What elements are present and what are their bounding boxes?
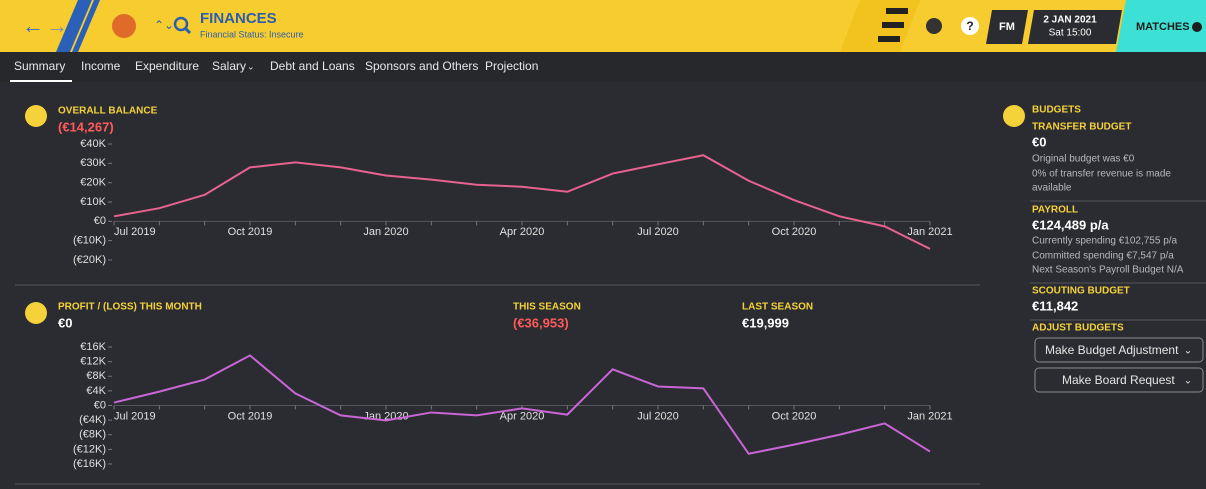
x-tick-label: Jul 2020 <box>637 410 679 422</box>
help-button[interactable] <box>961 17 979 35</box>
stat-value: (€36,953) <box>513 315 569 330</box>
budget-value: €11,842 <box>1032 298 1078 313</box>
tab[interactable]: Expenditure <box>135 59 199 73</box>
budget-value: €124,489 p/a <box>1032 217 1109 232</box>
budget-value: €0 <box>1032 134 1046 149</box>
club-badge[interactable] <box>112 14 136 38</box>
y-tick-label: (€4K) <box>79 414 106 426</box>
budget-note: Next Season's Payroll Budget N/A <box>1032 265 1184 276</box>
budgets-icon <box>1003 105 1025 127</box>
y-tick-label: €8K <box>86 370 106 382</box>
budget-note: available <box>1032 183 1072 194</box>
stat-label: LAST SEASON <box>742 302 813 313</box>
chart-title: OVERALL BALANCE <box>58 106 158 117</box>
y-tick-label: €20K <box>80 177 106 189</box>
budget-label: SCOUTING BUDGET <box>1032 286 1130 297</box>
data-line <box>113 154 931 250</box>
active-tab-indicator <box>10 80 72 82</box>
club-switch[interactable]: ⌃⌄ <box>154 18 174 32</box>
page-subtitle: Financial Status: Insecure <box>200 29 304 39</box>
budget-note: 0% of transfer revenue is made <box>1032 169 1171 180</box>
fm-box[interactable] <box>986 10 1028 44</box>
header-decoration <box>882 22 904 28</box>
x-tick-label: Oct 2020 <box>772 226 817 238</box>
y-tick-label: €10K <box>80 196 106 208</box>
header-stripe <box>56 0 92 52</box>
profit-icon <box>25 302 47 324</box>
x-tick-label: Oct 2020 <box>772 410 817 422</box>
date: 2 JAN 2021 <box>1043 15 1097 26</box>
tab[interactable]: Projection <box>485 59 538 73</box>
tab[interactable]: Debt and Loans <box>270 59 355 73</box>
balance-icon <box>25 105 47 127</box>
search-icon-handle <box>183 26 192 35</box>
header-decoration <box>886 8 908 14</box>
y-tick-label: (€10K) <box>73 235 106 247</box>
chart-title: PROFIT / (LOSS) THIS MONTH <box>58 302 202 313</box>
header-decoration <box>878 36 900 42</box>
budget-label: ADJUST BUDGETS <box>1032 323 1124 334</box>
chart-headline: €0 <box>58 315 72 330</box>
y-tick-label: (€12K) <box>73 443 106 455</box>
search-icon[interactable] <box>173 16 189 32</box>
y-tick-label: (€8K) <box>79 429 106 441</box>
matches-button[interactable] <box>1116 0 1206 52</box>
chart-headline: (€14,267) <box>58 119 114 134</box>
budget-note: Original budget was €0 <box>1032 154 1135 165</box>
budget-label: PAYROLL <box>1032 205 1078 216</box>
matches-label: MATCHES <box>1136 21 1190 33</box>
tab[interactable]: Income <box>81 59 121 73</box>
tab[interactable]: Sponsors and Others <box>365 59 478 73</box>
y-tick-label: €0 <box>94 215 106 227</box>
budget-adjust-button[interactable] <box>1034 337 1204 363</box>
x-tick-label: Jan 2020 <box>363 226 408 238</box>
x-tick-label: Jul 2020 <box>637 226 679 238</box>
page-title: FINANCES <box>200 10 277 27</box>
x-tick-label: Jan 2021 <box>907 410 952 422</box>
y-tick-label: €30K <box>80 157 106 169</box>
button-label: Make Board Request <box>1062 373 1175 387</box>
status-icon[interactable] <box>926 18 942 34</box>
tab[interactable]: Summary <box>14 59 65 73</box>
budget-note: Currently spending €102,755 p/a <box>1032 236 1178 247</box>
stat-value: €19,999 <box>742 315 789 330</box>
board-request-button[interactable] <box>1034 367 1204 393</box>
budgets-title: BUDGETS <box>1032 105 1081 116</box>
x-tick-label: Jan 2021 <box>907 226 952 238</box>
back-button[interactable]: ← <box>22 13 44 38</box>
forward-button[interactable]: → <box>46 13 68 38</box>
matches-arrow <box>1192 22 1202 32</box>
x-tick-label: Jul 2019 <box>114 410 156 422</box>
tab-bar <box>0 52 1206 82</box>
time: Sat 15:00 <box>1049 28 1092 39</box>
y-tick-label: €40K <box>80 138 106 150</box>
x-tick-label: Apr 2020 <box>500 410 545 422</box>
x-tick-label: Oct 2019 <box>228 226 273 238</box>
fm-logo: FM <box>999 21 1015 33</box>
dropdown-arrow: ⌄ <box>1184 346 1192 357</box>
budget-note: Committed spending €7,547 p/a <box>1032 251 1174 262</box>
y-tick-label: (€16K) <box>73 458 106 470</box>
y-tick-label: €4K <box>86 385 106 397</box>
header-stripe <box>72 0 100 52</box>
y-tick-label: €16K <box>80 341 106 353</box>
button-label: Make Budget Adjustment <box>1045 343 1179 357</box>
data-line <box>113 354 931 455</box>
x-tick-label: Apr 2020 <box>500 226 545 238</box>
budget-label: TRANSFER BUDGET <box>1032 122 1131 133</box>
tab-dropdown-arrow: ⌄ <box>247 61 255 71</box>
help-glyph: ? <box>966 19 973 33</box>
dropdown-arrow: ⌄ <box>1184 376 1192 387</box>
y-tick-label: (€20K) <box>73 254 106 266</box>
tab[interactable]: Salary <box>212 59 246 73</box>
x-tick-label: Jul 2019 <box>114 226 156 238</box>
date-box <box>1028 10 1122 44</box>
y-tick-label: €12K <box>80 356 106 368</box>
x-tick-label: Oct 2019 <box>228 410 273 422</box>
y-tick-label: €0 <box>94 399 106 411</box>
stat-label: THIS SEASON <box>513 302 581 313</box>
